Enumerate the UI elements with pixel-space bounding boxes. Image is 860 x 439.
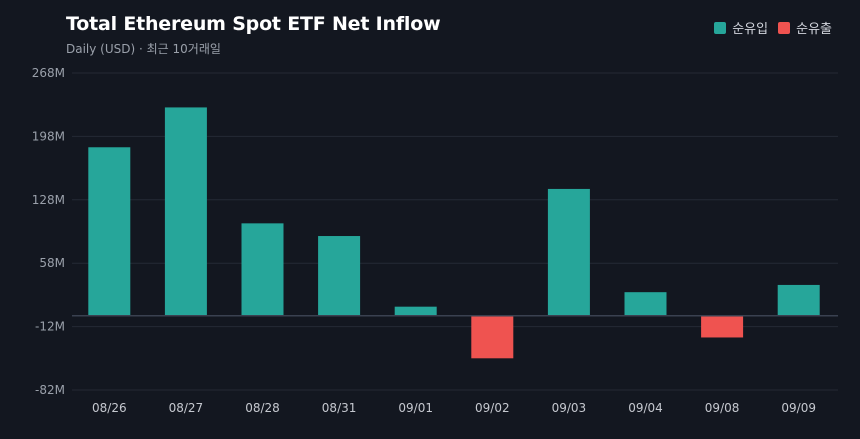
y-tick-label: -82M bbox=[35, 383, 65, 397]
legend-item-inflow[interactable]: 순유입 bbox=[714, 18, 768, 37]
y-tick-label: 268M bbox=[32, 66, 65, 80]
y-tick-label: -12M bbox=[35, 320, 65, 334]
legend-label-outflow: 순유출 bbox=[796, 22, 832, 37]
y-axis: 268M 198M 128M 58M -12M -82M bbox=[32, 66, 65, 397]
x-tick-label: 08/27 bbox=[169, 401, 204, 415]
x-tick-label: 08/26 bbox=[92, 401, 127, 415]
x-tick-label: 09/08 bbox=[705, 401, 740, 415]
bar-09-03[interactable] bbox=[547, 188, 590, 316]
x-tick-label: 09/01 bbox=[398, 401, 433, 415]
legend-swatch-inflow bbox=[714, 21, 727, 34]
x-tick-label: 08/31 bbox=[322, 401, 357, 415]
bar-08-27[interactable] bbox=[164, 107, 207, 316]
bar-09-02[interactable] bbox=[471, 315, 514, 359]
chart-legend: 순유입 순유출 bbox=[714, 18, 832, 37]
legend-label-inflow: 순유입 bbox=[732, 22, 769, 37]
bar-08-28[interactable] bbox=[241, 223, 284, 316]
bar-09-09[interactable] bbox=[777, 284, 820, 316]
x-axis: 08/26 08/27 08/28 08/31 09/01 09/02 09/03 09/04… bbox=[92, 401, 816, 415]
bars bbox=[88, 107, 820, 359]
bar-08-26[interactable] bbox=[88, 147, 131, 316]
x-tick-label: 09/09 bbox=[781, 401, 816, 415]
bar-09-04[interactable] bbox=[624, 292, 667, 316]
x-tick-label: 09/03 bbox=[552, 401, 587, 415]
legend-swatch-outflow bbox=[778, 21, 791, 34]
x-tick-label: 09/04 bbox=[628, 401, 663, 415]
x-tick-label: 08/28 bbox=[245, 401, 280, 415]
y-tick-label: 128M bbox=[32, 193, 65, 207]
chart-title: Total Ethereum Spot ETF Net Inflow bbox=[66, 13, 441, 35]
bar-08-31[interactable] bbox=[318, 236, 361, 316]
bar-09-01[interactable] bbox=[394, 306, 437, 316]
x-tick-label: 09/02 bbox=[475, 401, 510, 415]
chart-subtitle: Daily (USD) · 최근 10거래일 bbox=[66, 42, 221, 56]
y-tick-label: 58M bbox=[39, 256, 65, 270]
legend-item-outflow[interactable]: 순유출 bbox=[778, 18, 832, 37]
y-tick-label: 198M bbox=[32, 129, 65, 143]
bar-09-08[interactable] bbox=[701, 315, 744, 338]
